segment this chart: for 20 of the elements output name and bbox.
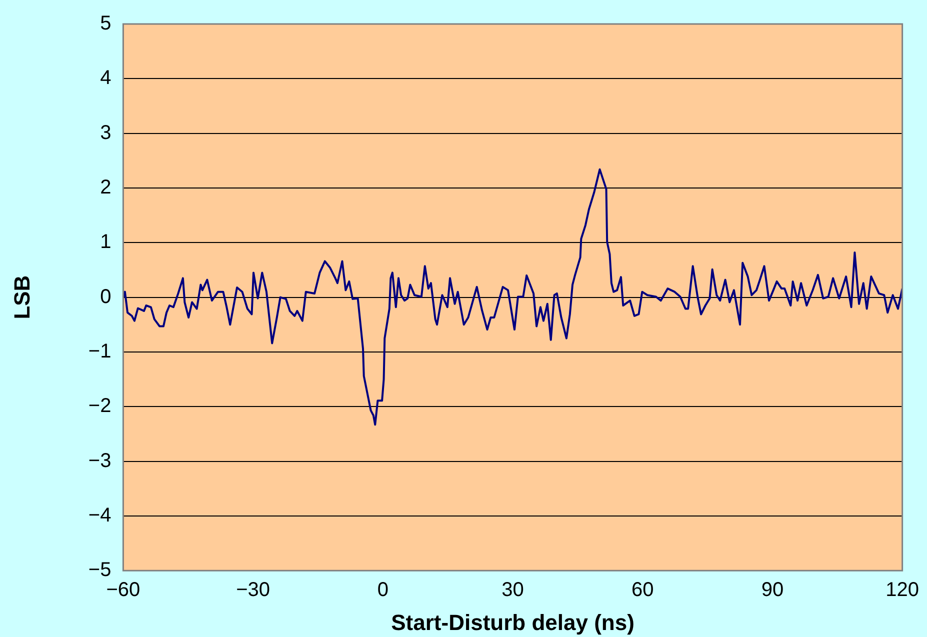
x-tick-label: 30	[502, 579, 524, 602]
y-tick-label: 1	[100, 231, 112, 254]
y-tick-label: 5	[100, 12, 112, 35]
x-tick-label: 90	[761, 579, 784, 602]
y-tick-label: −2	[88, 395, 112, 418]
y-tick-label: −3	[88, 450, 112, 472]
y-tick-label: −1	[88, 340, 112, 362]
x-tick-label: 60	[631, 579, 654, 602]
x-axis-title: Start-Disturb delay (ns)	[391, 610, 634, 635]
y-tick-label: 3	[100, 122, 112, 144]
y-tick-label: 0	[100, 286, 112, 308]
y-tick-label: −5	[88, 559, 112, 582]
y-tick-label: 4	[100, 67, 112, 90]
y-axis-title: LSB	[9, 275, 34, 320]
x-tick-label: 120	[886, 579, 920, 602]
y-tick-label: 2	[100, 176, 112, 198]
x-tick-label: −60	[106, 579, 140, 602]
y-tick-label: −4	[88, 504, 112, 526]
x-tick-label: −30	[236, 579, 270, 602]
x-tick-label: 0	[377, 579, 388, 602]
